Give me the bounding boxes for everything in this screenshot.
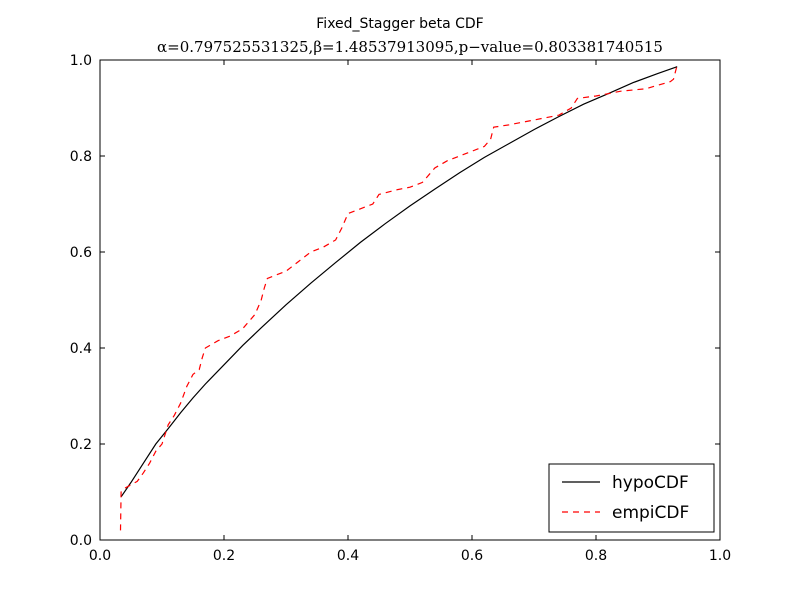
plot-frame (99, 59, 721, 541)
y-tick-label: 0.4 (70, 341, 92, 357)
chart-subtitle: α=0.797525531325,β=1.48537913095,p−value… (157, 38, 663, 56)
chart-title: Fixed_Stagger beta CDF (316, 16, 483, 32)
y-tick-label: 0.8 (70, 149, 92, 165)
series-layer (119, 66, 678, 531)
x-tick-label: 0.0 (89, 548, 111, 564)
y-tick-label: 0.6 (70, 245, 92, 261)
x-tick-label: 0.4 (337, 548, 359, 564)
tick-layer: 0.0 0.2 0.4 0.6 0.8 1.0 0.0 0.2 0.4 0.6 0.8 1.0 (70, 53, 731, 564)
y-tick-label: 0.2 (70, 437, 92, 453)
series-line-hypocdf (120, 66, 678, 498)
y-tick-label: 1.0 (70, 53, 92, 69)
x-tick-label: 0.8 (585, 548, 607, 564)
legend: hypoCDF empiCDF (548, 463, 715, 533)
legend-box (548, 463, 715, 533)
series-line-empicdf (119, 67, 678, 531)
y-tick-label: 0.0 (70, 533, 92, 549)
x-tick-label: 0.6 (461, 548, 483, 564)
x-tick-label: 1.0 (709, 548, 731, 564)
legend-label-empicdf: empiCDF (612, 503, 689, 523)
legend-label-hypocdf: hypoCDF (612, 473, 689, 493)
plot-area: 0.0 0.2 0.4 0.6 0.8 1.0 0.0 0.2 0.4 0.6 0.8 1.0 (70, 53, 731, 564)
x-tick-label: 0.2 (213, 548, 235, 564)
